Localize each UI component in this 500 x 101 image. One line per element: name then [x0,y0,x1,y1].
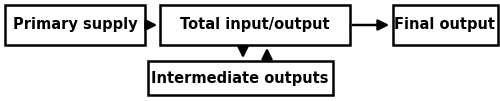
Text: Primary supply: Primary supply [12,17,138,33]
Bar [160,5,350,45]
Text: Final output: Final output [394,17,496,33]
Bar [148,61,332,95]
Text: Total input/output: Total input/output [180,17,330,33]
Text: Intermediate outputs: Intermediate outputs [151,70,329,86]
Bar [392,5,498,45]
Bar [5,5,145,45]
